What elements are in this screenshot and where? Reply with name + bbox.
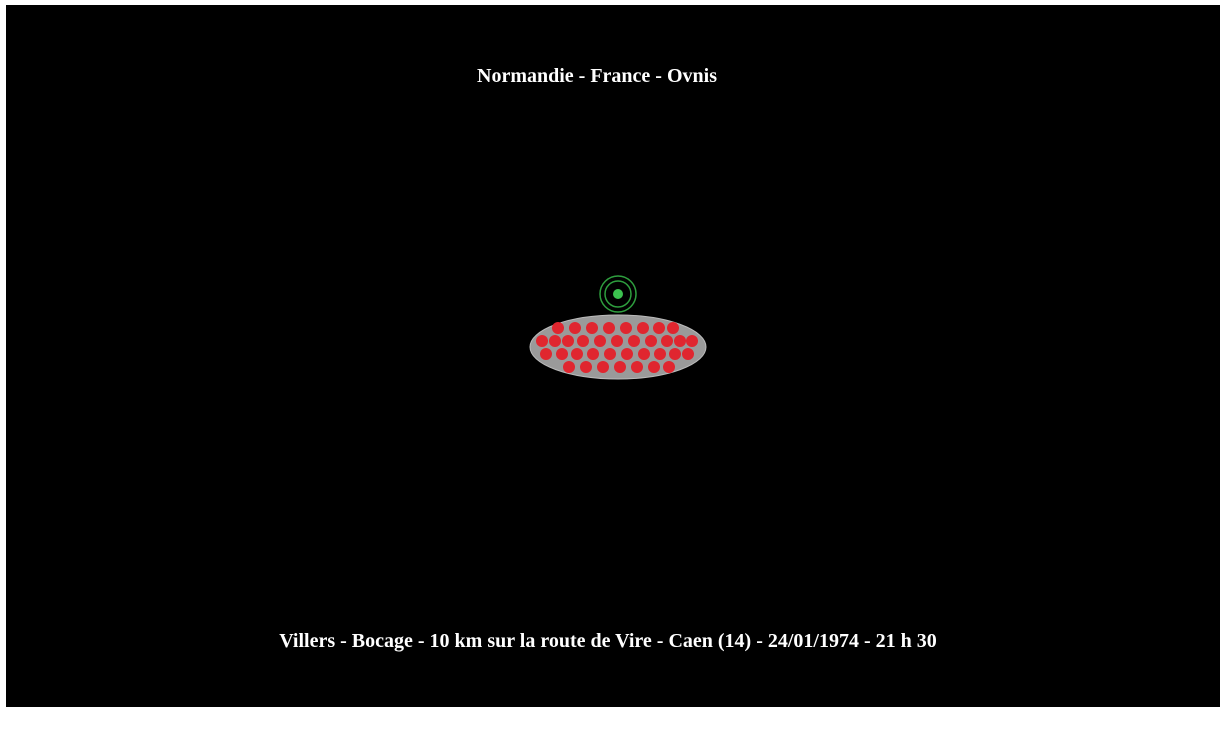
red-light [569,322,581,334]
red-lights [536,322,698,373]
red-light [549,335,561,347]
red-light [594,335,606,347]
red-light [628,335,640,347]
title: Normandie - France - Ovnis [477,65,717,87]
red-light [540,348,552,360]
red-light [577,335,589,347]
red-light [669,348,681,360]
red-light [571,348,583,360]
green-ring-inner [604,280,632,308]
red-light [597,361,609,373]
green-ring-outer [599,275,637,313]
red-light [674,335,686,347]
red-light [631,361,643,373]
red-light [611,335,623,347]
red-light [653,322,665,334]
red-light [556,348,568,360]
red-light [580,361,592,373]
red-light [604,348,616,360]
red-light [682,348,694,360]
red-light [645,335,657,347]
red-light [661,335,673,347]
red-light [637,322,649,334]
green-light [613,289,623,299]
red-light [562,335,574,347]
red-light [536,335,548,347]
red-light [620,322,632,334]
red-light [648,361,660,373]
red-light [603,322,615,334]
red-light [587,348,599,360]
red-light [654,348,666,360]
red-light [614,361,626,373]
red-light [586,322,598,334]
red-light [552,322,564,334]
red-light [563,361,575,373]
red-light [663,361,675,373]
red-light [667,322,679,334]
red-light [621,348,633,360]
red-light [686,335,698,347]
caption: Villers - Bocage - 10 km sur la route de… [279,630,937,652]
red-light [638,348,650,360]
